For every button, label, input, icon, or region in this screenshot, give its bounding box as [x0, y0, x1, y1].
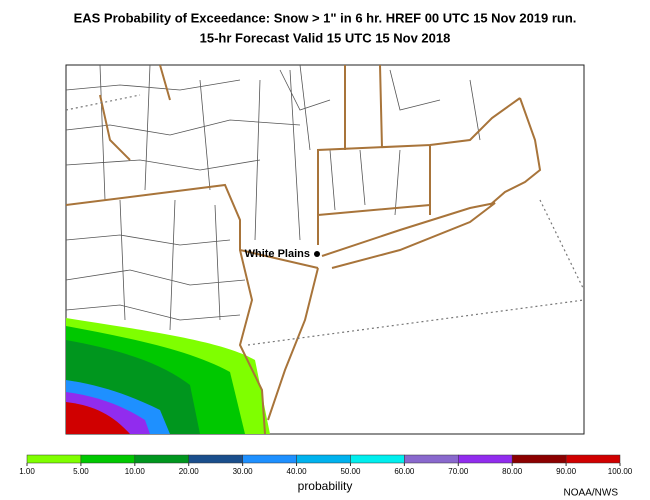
colorbar-segment: [565, 454, 621, 464]
colorbar: 1.00 5.00 10.00 20.00 30.00 40.00 50.00 60.00 70…: [19, 454, 633, 476]
colorbar-tick-label: 60.00: [394, 467, 415, 476]
colorbar-segment: [26, 454, 82, 464]
title-line: 15-hr Forecast Valid 15 UTC 15 Nov 2018: [200, 30, 451, 45]
colorbar-tick-label: 10.00: [125, 467, 146, 476]
colorbar-segment: [134, 454, 189, 464]
colorbar-tick-label: 80.00: [502, 467, 523, 476]
colorbar-segment: [296, 454, 351, 464]
colorbar-segment: [242, 454, 297, 464]
colorbar-tick-label: 5.00: [73, 467, 89, 476]
credit: NOAA/NWS: [564, 488, 619, 499]
colorbar-tick-label: 30.00: [233, 467, 254, 476]
colorbar-segment: [511, 454, 567, 464]
colorbar-tick-label: 100.00: [608, 467, 633, 476]
colorbar-tick-label: 50.00: [340, 467, 361, 476]
map: White Plains: [65, 64, 585, 435]
colorbar-tick-label: 40.00: [287, 467, 308, 476]
colorbar-tick-label: 1.00: [19, 467, 35, 476]
colorbar-tick-label: 20.00: [179, 467, 200, 476]
colorbar-segment: [458, 454, 513, 464]
place-label: White Plains: [245, 248, 310, 260]
title-line: EAS Probability of Exceedance: Snow > 1"…: [74, 10, 577, 25]
colorbar-tick-label: 90.00: [556, 467, 577, 476]
colorbar-tick-label: 70.00: [448, 467, 469, 476]
colorbar-segment: [188, 454, 243, 464]
colorbar-segment: [350, 454, 405, 464]
colorbar-label: probability: [298, 479, 353, 493]
colorbar-segment: [404, 454, 459, 464]
colorbar-segment: [80, 454, 136, 464]
place-marker: [314, 251, 320, 257]
